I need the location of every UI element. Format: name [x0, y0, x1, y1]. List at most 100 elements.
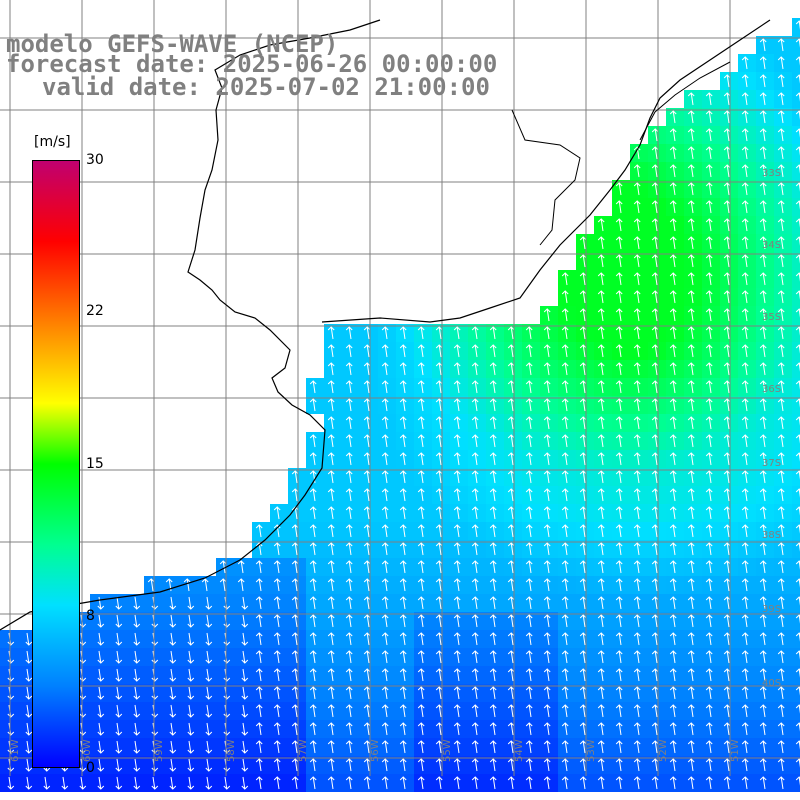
wind-speed-cell — [702, 738, 720, 756]
wind-speed-cell — [612, 702, 630, 720]
wind-arrow — [255, 758, 263, 772]
wind-arrow — [507, 542, 515, 556]
colorbar-unit: [m/s] — [34, 134, 71, 150]
wind-arrow — [291, 470, 299, 484]
wind-speed-cell — [576, 468, 594, 486]
wind-speed-cell — [108, 738, 126, 756]
wind-speed-cell — [396, 594, 414, 612]
wind-arrow — [363, 596, 371, 610]
wind-arrow — [723, 236, 731, 250]
wind-speed-cell — [324, 522, 342, 540]
wind-speed-cell — [756, 396, 774, 414]
wind-speed-cell — [414, 666, 432, 684]
wind-speed-cell — [450, 756, 468, 774]
wind-speed-cell — [306, 756, 324, 774]
wind-speed-cell — [486, 432, 504, 450]
wind-speed-cell — [774, 72, 792, 90]
wind-speed-cell — [774, 306, 792, 324]
wind-arrow — [381, 344, 389, 358]
wind-arrow — [205, 632, 213, 646]
wind-arrow — [399, 506, 407, 520]
wind-arrow — [169, 650, 177, 664]
wind-speed-cell — [144, 702, 162, 720]
wind-speed-cell — [198, 594, 216, 612]
wind-arrow — [435, 398, 443, 412]
wind-speed-cell — [126, 738, 144, 756]
wind-arrow — [705, 290, 713, 304]
wind-arrow — [115, 776, 123, 790]
wind-arrow — [777, 110, 785, 124]
wind-speed-cell — [648, 378, 666, 396]
wind-speed-cell — [396, 720, 414, 738]
wind-speed-cell — [648, 162, 666, 180]
wind-speed-cell — [756, 216, 774, 234]
wind-speed-cell — [144, 630, 162, 648]
wind-arrow — [669, 164, 677, 178]
wind-arrow — [435, 380, 443, 394]
wind-speed-cell — [414, 720, 432, 738]
wind-arrow — [759, 650, 767, 664]
wind-speed-cell — [234, 576, 252, 594]
wind-speed-cell — [468, 630, 486, 648]
wind-speed-cell — [468, 522, 486, 540]
wind-speed-cell — [90, 702, 108, 720]
wind-speed-cell — [396, 486, 414, 504]
wind-arrow — [687, 272, 695, 286]
wind-arrow — [471, 686, 479, 700]
wind-speed-cell — [306, 396, 324, 414]
wind-speed-cell — [684, 252, 702, 270]
wind-speed-cell — [18, 702, 36, 720]
wind-speed-cell — [396, 378, 414, 396]
wind-arrow — [525, 686, 533, 700]
wind-speed-cell — [522, 396, 540, 414]
wind-arrow — [381, 758, 389, 772]
wind-arrow — [169, 758, 177, 772]
wind-arrow — [115, 758, 123, 772]
wind-speed-cell — [522, 558, 540, 576]
wind-speed-cell — [774, 252, 792, 270]
wind-arrow — [705, 722, 713, 736]
wind-arrow — [777, 704, 785, 718]
wind-arrow — [399, 542, 407, 556]
wind-arrow — [669, 524, 677, 538]
wind-arrow — [133, 614, 141, 628]
latitude-label: 33S — [762, 168, 781, 179]
wind-speed-cell — [594, 576, 612, 594]
wind-speed-cell — [540, 630, 558, 648]
wind-speed-cell — [486, 378, 504, 396]
wind-arrow — [25, 668, 33, 682]
wind-speed-cell — [504, 468, 522, 486]
wind-arrow — [741, 56, 749, 70]
wind-arrow — [615, 218, 623, 232]
wind-arrow — [255, 560, 263, 574]
wind-arrow — [399, 398, 407, 412]
wind-arrow — [399, 380, 407, 394]
wind-speed-cell — [540, 666, 558, 684]
wind-arrow — [759, 722, 767, 736]
wind-speed-cell — [702, 342, 720, 360]
wind-arrow — [579, 416, 587, 430]
wind-speed-cell — [198, 648, 216, 666]
wind-arrow — [327, 362, 335, 376]
wind-arrow — [255, 650, 263, 664]
wind-arrow — [615, 326, 623, 340]
wind-arrow — [759, 434, 767, 448]
wind-arrow — [363, 542, 371, 556]
wind-speed-cell — [486, 756, 504, 774]
wind-arrow — [651, 308, 659, 322]
wind-speed-cell — [738, 432, 756, 450]
wind-arrow — [543, 740, 551, 754]
wind-arrow — [241, 704, 249, 718]
wind-speed-cell — [252, 738, 270, 756]
wind-arrow — [723, 452, 731, 466]
wind-speed-cell — [540, 414, 558, 432]
wind-speed-cell — [378, 612, 396, 630]
coastline — [0, 19, 771, 631]
wind-speed-cell — [756, 504, 774, 522]
wind-speed-cell — [774, 612, 792, 630]
wind-arrow — [777, 470, 785, 484]
wind-speed-cell — [630, 594, 648, 612]
wind-speed-cell — [774, 522, 792, 540]
wind-arrow — [327, 776, 335, 790]
wind-speed-cell — [522, 450, 540, 468]
